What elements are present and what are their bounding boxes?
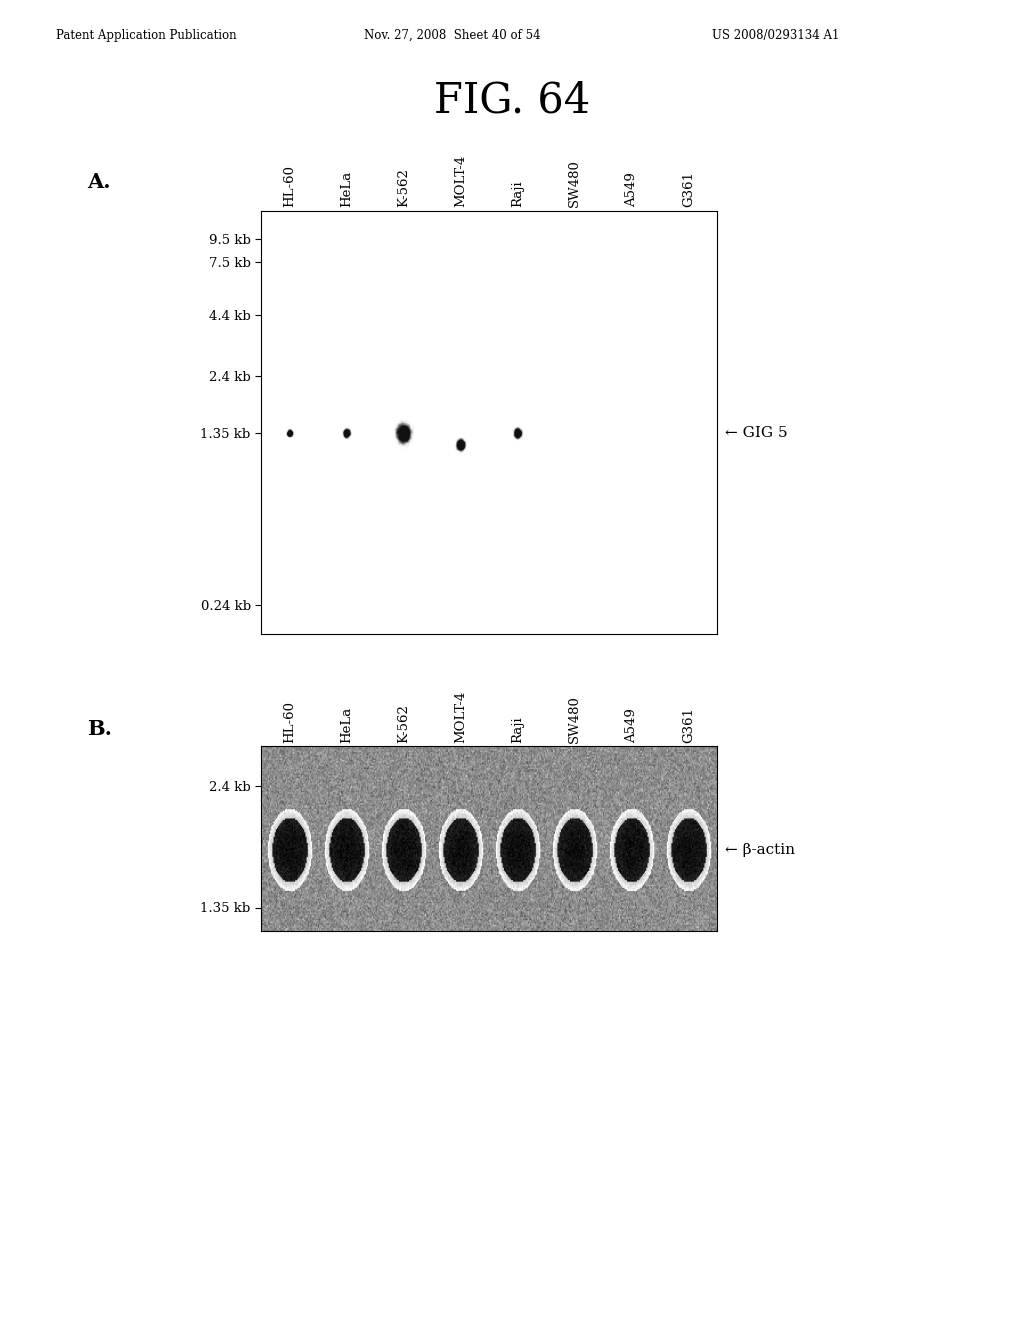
Text: Nov. 27, 2008  Sheet 40 of 54: Nov. 27, 2008 Sheet 40 of 54 (364, 29, 540, 42)
Text: HeLa: HeLa (340, 170, 353, 207)
Text: ← GIG 5: ← GIG 5 (725, 426, 788, 440)
Text: MOLT-4: MOLT-4 (454, 692, 467, 743)
Text: SW480: SW480 (568, 158, 581, 207)
Text: G361: G361 (682, 170, 695, 207)
Text: Patent Application Publication: Patent Application Publication (56, 29, 237, 42)
Text: HL-60: HL-60 (283, 165, 296, 207)
Text: G361: G361 (682, 708, 695, 743)
Text: HL-60: HL-60 (283, 701, 296, 743)
Text: B.: B. (87, 719, 112, 739)
Text: K-562: K-562 (397, 705, 410, 743)
Text: A549: A549 (625, 172, 638, 207)
Text: Raji: Raji (511, 180, 524, 207)
Text: US 2008/0293134 A1: US 2008/0293134 A1 (712, 29, 839, 42)
Text: FIG. 64: FIG. 64 (434, 79, 590, 121)
Text: Raji: Raji (511, 717, 524, 743)
Text: SW480: SW480 (568, 696, 581, 743)
Text: MOLT-4: MOLT-4 (454, 154, 467, 207)
Text: K-562: K-562 (397, 168, 410, 207)
Text: A549: A549 (625, 709, 638, 743)
Text: A.: A. (87, 172, 111, 191)
Text: ← β-actin: ← β-actin (725, 842, 796, 857)
Text: HeLa: HeLa (340, 708, 353, 743)
